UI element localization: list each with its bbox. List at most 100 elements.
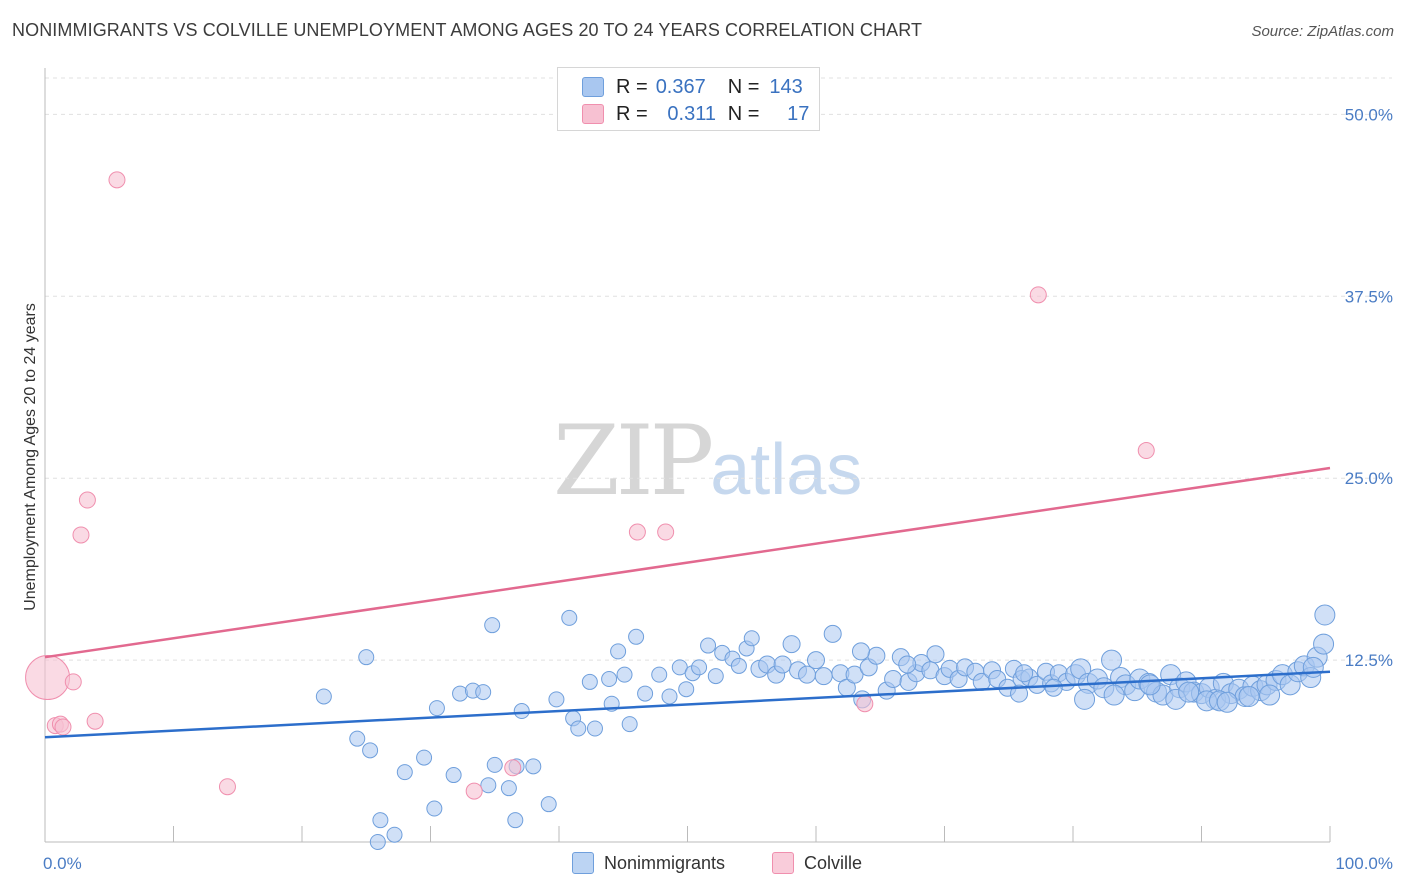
nonimmigrants-point: [898, 655, 917, 674]
nonimmigrants-point: [1238, 685, 1260, 707]
x-tick-label: 100.0%: [1335, 854, 1393, 873]
y-tick-label: 12.5%: [1345, 651, 1393, 670]
nonimmigrants-point: [1302, 656, 1324, 678]
nonimmigrants-point: [581, 673, 598, 690]
grid: [45, 77, 1392, 661]
chart-title: NONIMMIGRANTS VS COLVILLE UNEMPLOYMENT A…: [12, 20, 923, 40]
nonimmigrants-point: [823, 624, 842, 643]
nonimmigrants-point: [1313, 633, 1335, 655]
nonimmigrants-point: [1259, 684, 1281, 706]
colville-point: [628, 523, 646, 541]
legend-swatch-blue: [582, 77, 604, 97]
nonimmigrants-point: [1103, 684, 1125, 706]
colville-point: [108, 171, 126, 189]
series-legend: Nonimmigrants Colville: [0, 852, 1406, 878]
nonimmigrants-point: [845, 665, 864, 684]
nonimmigrants-point: [315, 688, 332, 705]
nonimmigrants-point: [1074, 688, 1096, 710]
nonimmigrants-point: [1044, 678, 1063, 697]
nonimmigrants-point: [1139, 674, 1161, 696]
source-label: Source: ZipAtlas.com: [1251, 23, 1394, 40]
colville-point: [1137, 442, 1155, 460]
colville-point: [72, 526, 90, 544]
nonimmigrants-point: [851, 642, 870, 661]
legend-label-colville: Colville: [804, 852, 863, 873]
nonimmigrants-point: [1101, 649, 1123, 671]
legend-n-label: N =: [727, 75, 760, 98]
nonimmigrants-point: [396, 764, 413, 781]
nonimmigrants-point: [773, 655, 792, 674]
nonimmigrants-point: [691, 659, 708, 676]
nonimmigrants-point: [867, 646, 886, 665]
legend-swatch-pink: [582, 104, 604, 124]
colville-trend-line: [44, 466, 1331, 659]
nonimmigrants-point: [628, 628, 645, 645]
x-tick-label: 0.0%: [43, 854, 82, 873]
nonimmigrants-point: [525, 758, 542, 775]
colville-point: [64, 673, 82, 691]
nonimmigrants-point: [1010, 684, 1029, 703]
colville-point: [657, 523, 675, 541]
nonimmigrants-point: [586, 720, 603, 737]
nonimmigrants-point: [570, 720, 587, 737]
legend-n-label: N =: [727, 102, 760, 125]
nonimmigrants-point: [884, 670, 903, 689]
nonimmigrants-points: [315, 604, 1336, 850]
axes: [44, 68, 1331, 843]
legend-item-nonimmigrants: Nonimmigrants: [572, 852, 725, 874]
colville-point: [504, 759, 522, 777]
nonimmigrants-point: [507, 812, 524, 829]
y-tick-label: 37.5%: [1345, 287, 1393, 306]
nonimmigrants-point: [445, 767, 462, 784]
nonimmigrants-point: [484, 617, 501, 634]
nonimmigrants-point: [358, 649, 375, 666]
nonimmigrants-point: [661, 688, 678, 705]
nonimmigrants-point: [807, 651, 825, 670]
colville-point: [1029, 286, 1047, 304]
watermark-atlas: atlas: [710, 430, 863, 510]
nonimmigrants-point: [1178, 681, 1200, 703]
legend-n-value: 143: [769, 75, 803, 98]
nonimmigrants-point: [782, 635, 801, 654]
legend-r-label: R =: [616, 102, 648, 125]
watermark-zip: ZIP: [553, 405, 714, 517]
y-axis-label: Unemployment Among Ages 20 to 24 years: [22, 303, 39, 611]
nonimmigrants-point: [730, 657, 747, 674]
nonimmigrants-point: [386, 826, 403, 843]
nonimmigrants-point: [610, 643, 627, 660]
legend-label-nonimmigrants: Nonimmigrants: [604, 852, 726, 873]
nonimmigrants-point: [428, 700, 445, 717]
legend-r-label: R =: [616, 75, 648, 98]
colville-point: [86, 712, 104, 730]
colville-point: [856, 695, 874, 713]
nonimmigrants-point: [651, 666, 668, 683]
zipatlas-watermark: ZIPatlas: [553, 405, 862, 517]
nonimmigrants-point: [926, 645, 945, 664]
nonimmigrants-point: [540, 796, 557, 813]
legend-r-value: 0.367: [655, 75, 706, 98]
nonimmigrants-point: [814, 667, 833, 686]
nonimmigrants-point: [561, 609, 578, 626]
nonimmigrants-point: [743, 630, 760, 647]
nonimmigrants-point: [349, 730, 366, 747]
tick-labels: 12.5% 25.0% 37.5% 50.0% 0.0% 100.0%: [43, 105, 1393, 873]
nonimmigrants-point: [486, 756, 503, 773]
nonimmigrants-point: [548, 691, 565, 708]
colville-point: [218, 778, 236, 796]
legend-r-value: 0.311: [667, 102, 716, 125]
nonimmigrants-point: [798, 665, 817, 684]
colville-point: [78, 491, 96, 509]
nonimmigrants-trend-line: [44, 670, 1331, 739]
correlation-legend: R = 0.367 N = 143 R = 0.311 N = 17: [557, 67, 820, 131]
nonimmigrants-point: [1216, 691, 1238, 713]
y-tick-label: 25.0%: [1345, 469, 1393, 488]
nonimmigrants-point: [700, 637, 717, 654]
legend-swatch-colville: [772, 852, 794, 874]
nonimmigrants-point: [426, 800, 443, 817]
nonimmigrants-point: [616, 666, 633, 683]
nonimmigrants-point: [362, 742, 379, 759]
colville-point: [465, 782, 483, 800]
colville-point: [54, 718, 72, 736]
nonimmigrants-point: [1314, 604, 1336, 626]
